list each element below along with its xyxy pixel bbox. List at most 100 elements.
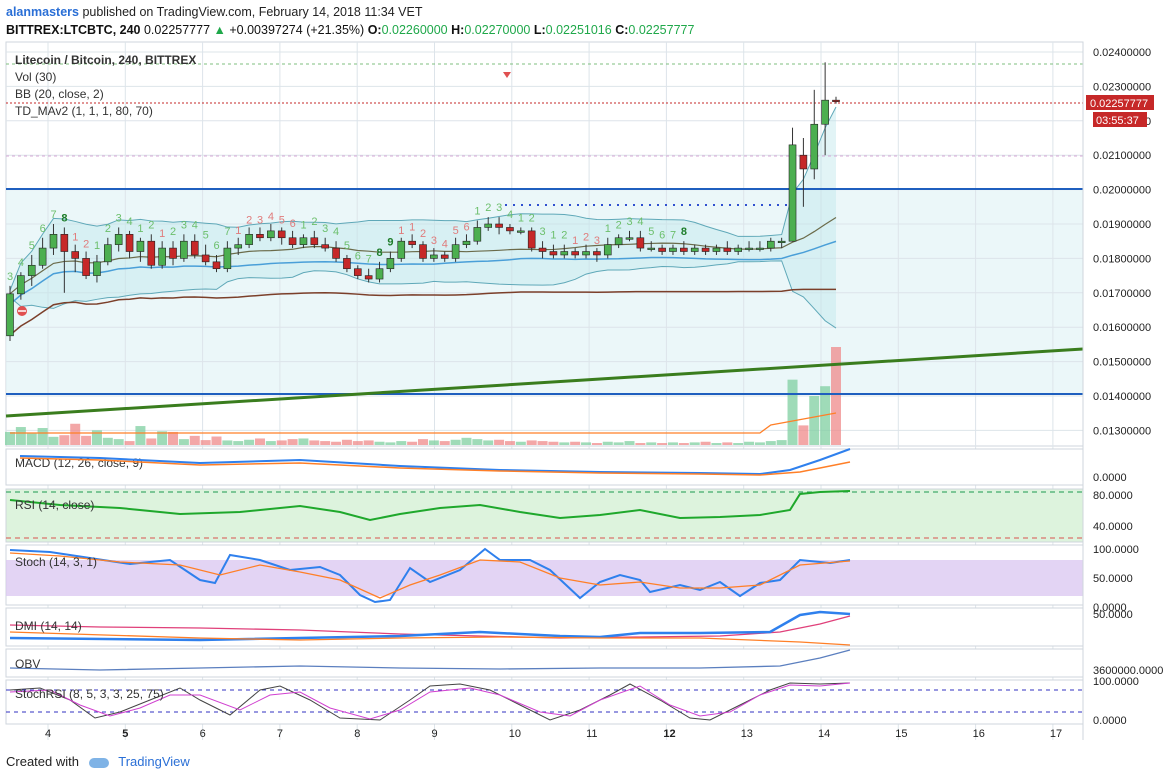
candle[interactable] <box>408 240 416 245</box>
candle[interactable] <box>125 234 134 252</box>
stoch-pane[interactable]: Stoch (14, 3, 1) 100.0000 50.0000 0.0000 <box>5 544 1139 614</box>
candle[interactable] <box>701 247 710 252</box>
candle[interactable] <box>419 244 427 259</box>
candle[interactable] <box>147 240 156 266</box>
candle[interactable] <box>71 251 80 259</box>
candle[interactable] <box>571 251 579 256</box>
candle[interactable] <box>777 240 786 243</box>
author-name[interactable]: alanmasters <box>6 5 79 19</box>
candle[interactable] <box>375 268 384 280</box>
candle[interactable] <box>582 251 590 256</box>
candle[interactable] <box>114 234 123 245</box>
candle[interactable] <box>799 154 808 170</box>
candle[interactable] <box>690 247 699 252</box>
candle[interactable] <box>82 258 90 276</box>
candle[interactable] <box>527 230 536 249</box>
candle[interactable] <box>473 227 482 242</box>
candle[interactable] <box>93 261 101 276</box>
candle[interactable] <box>60 234 69 252</box>
candle[interactable] <box>832 99 840 102</box>
candle[interactable] <box>343 258 351 270</box>
last-price-tag-text: 0.02257777 <box>1090 98 1148 110</box>
candle[interactable] <box>669 247 677 252</box>
candle[interactable] <box>190 240 199 256</box>
candle[interactable] <box>430 254 438 259</box>
candle[interactable] <box>169 247 177 259</box>
time-tick-label: 14 <box>818 728 830 740</box>
td-count-label: 2 <box>485 202 491 214</box>
time-axis[interactable]: 4 5 6 7 8 9 10 11 12 13 14 15 16 17 <box>45 728 1062 740</box>
candle[interactable] <box>180 240 188 259</box>
macd-pane[interactable]: MACD (12, 26, close, 9) 0.0000 <box>5 448 1127 486</box>
candle[interactable] <box>27 264 36 276</box>
candle[interactable] <box>223 247 232 270</box>
candle[interactable] <box>49 234 58 249</box>
candle[interactable] <box>788 144 797 242</box>
candle[interactable] <box>234 244 243 249</box>
candle[interactable] <box>647 247 656 250</box>
candle[interactable] <box>451 244 460 259</box>
candle[interactable] <box>462 240 471 245</box>
candle[interactable] <box>723 247 732 252</box>
candle[interactable] <box>17 275 25 295</box>
candle[interactable] <box>680 247 688 252</box>
bollinger-bands <box>9 106 837 329</box>
candle[interactable] <box>756 247 764 250</box>
candle[interactable] <box>364 275 373 280</box>
candle[interactable] <box>245 234 253 245</box>
candle[interactable] <box>212 261 221 270</box>
candle[interactable] <box>299 237 308 245</box>
rsi-pane[interactable]: RSI (14, close) 80.0000 40.0000 <box>5 488 1133 543</box>
candle[interactable] <box>549 251 558 256</box>
candle[interactable] <box>321 244 329 249</box>
dmi-pane[interactable]: DMI (14, 14) 50.0000 <box>5 607 1133 647</box>
trend-line[interactable] <box>5 347 1084 418</box>
candle[interactable] <box>332 247 340 259</box>
candle[interactable] <box>158 247 166 266</box>
candle[interactable] <box>267 230 275 239</box>
candle[interactable] <box>288 237 297 245</box>
obv-pane[interactable]: OBV 3600000.0000 <box>5 648 1163 678</box>
candle[interactable] <box>201 254 210 263</box>
tradingview-brand-link[interactable]: TradingView <box>118 754 190 769</box>
candle[interactable] <box>658 247 666 252</box>
candle[interactable] <box>766 240 775 249</box>
candle[interactable] <box>495 223 503 228</box>
candle[interactable] <box>38 247 47 266</box>
candle[interactable] <box>538 247 547 252</box>
candle[interactable] <box>310 237 319 245</box>
candle[interactable] <box>636 237 645 249</box>
td-count-label: 4 <box>442 239 448 251</box>
candle[interactable] <box>256 234 264 239</box>
candle[interactable] <box>104 244 112 263</box>
candle[interactable] <box>386 258 395 270</box>
candle[interactable] <box>517 230 525 233</box>
candle[interactable] <box>136 240 145 252</box>
candle[interactable] <box>440 254 449 259</box>
volume-bar <box>602 441 613 445</box>
candle[interactable] <box>821 99 829 125</box>
stochrsi-pane[interactable]: StochRSI (8, 5, 3, 3, 25, 75) 100.0000 0… <box>5 676 1139 727</box>
candle[interactable] <box>810 123 819 170</box>
candle[interactable] <box>397 240 406 259</box>
candle[interactable] <box>745 247 753 250</box>
candle[interactable] <box>625 237 634 240</box>
candle[interactable] <box>614 237 623 245</box>
candle[interactable] <box>277 230 286 239</box>
volume-bar <box>59 435 70 445</box>
candle[interactable] <box>560 251 569 256</box>
candle[interactable] <box>603 244 612 256</box>
candle[interactable] <box>734 247 742 252</box>
candle[interactable] <box>712 247 721 252</box>
volume-bar <box>581 442 592 445</box>
candles[interactable] <box>6 62 840 341</box>
volume-bar <box>418 439 428 445</box>
candle[interactable] <box>593 251 601 256</box>
volume-bar <box>168 431 179 445</box>
candle[interactable] <box>484 223 493 228</box>
candle[interactable] <box>6 293 14 337</box>
candle[interactable] <box>506 227 514 232</box>
candle[interactable] <box>353 268 362 276</box>
